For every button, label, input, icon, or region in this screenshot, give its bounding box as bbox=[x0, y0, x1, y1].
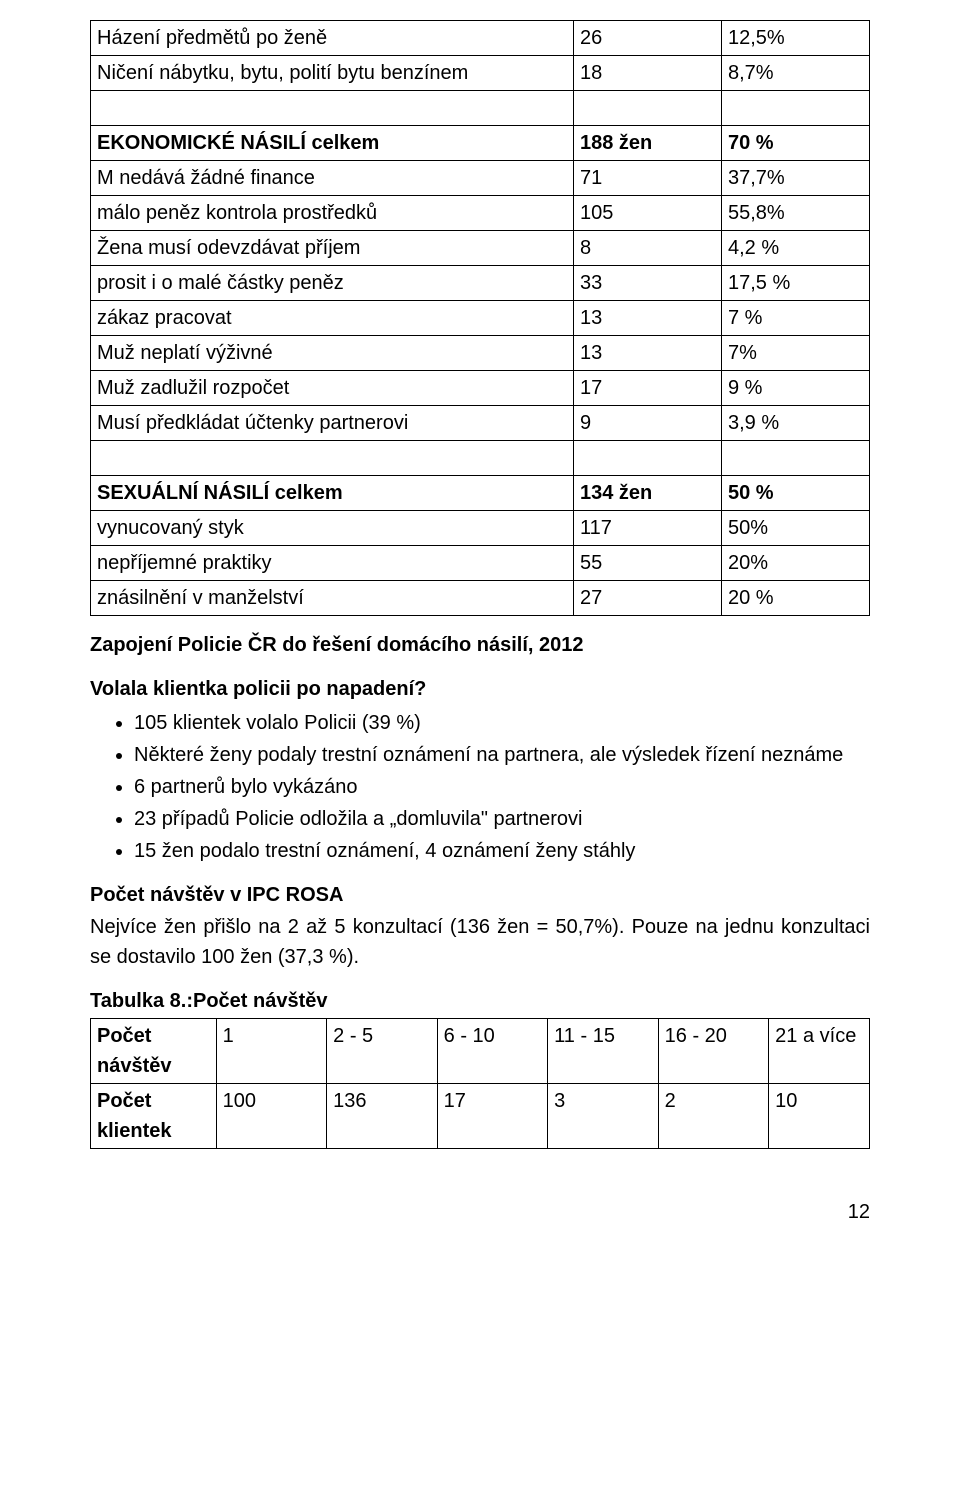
table-cell: Počet klientek bbox=[91, 1084, 217, 1149]
table-cell: 13 bbox=[573, 336, 721, 371]
table-cell: zákaz pracovat bbox=[91, 301, 574, 336]
violence-stats-table: Házení předmětů po ženě2612,5%Ničení náb… bbox=[90, 20, 870, 616]
table-row: Musí předkládat účtenky partnerovi93,9 % bbox=[91, 406, 870, 441]
table-cell: Házení předmětů po ženě bbox=[91, 21, 574, 56]
table-row: Muž zadlužil rozpočet179 % bbox=[91, 371, 870, 406]
table-row: málo peněz kontrola prostředků10555,8% bbox=[91, 196, 870, 231]
police-heading: Zapojení Policie ČR do řešení domácího n… bbox=[90, 630, 870, 660]
table-cell: 3 bbox=[548, 1084, 659, 1149]
table-cell bbox=[91, 91, 574, 126]
table-row: SEXUÁLNÍ NÁSILÍ celkem134 žen50 % bbox=[91, 476, 870, 511]
table-cell: 12,5% bbox=[721, 21, 869, 56]
table-cell: M nedává žádné finance bbox=[91, 161, 574, 196]
table-cell: 50 % bbox=[721, 476, 869, 511]
table-cell: 27 bbox=[573, 581, 721, 616]
table-cell: 17 bbox=[437, 1084, 548, 1149]
table-row: prosit i o malé částky peněz3317,5 % bbox=[91, 266, 870, 301]
table-cell bbox=[573, 441, 721, 476]
table-cell: 4,2 % bbox=[721, 231, 869, 266]
table-row: nepříjemné praktiky5520% bbox=[91, 546, 870, 581]
table-cell: 134 žen bbox=[573, 476, 721, 511]
table-row: Žena musí odevzdávat příjem84,2 % bbox=[91, 231, 870, 266]
table-cell: 8 bbox=[573, 231, 721, 266]
visits-heading: Počet návštěv v IPC ROSA bbox=[90, 880, 870, 910]
list-item: 6 partnerů bylo vykázáno bbox=[134, 772, 870, 802]
table-cell: Žena musí odevzdávat příjem bbox=[91, 231, 574, 266]
table-cell: 55,8% bbox=[721, 196, 869, 231]
table-cell: 20% bbox=[721, 546, 869, 581]
visits-text: Nejvíce žen přišlo na 2 až 5 konzultací … bbox=[90, 912, 870, 972]
table-row: znásilnění v manželství2720 % bbox=[91, 581, 870, 616]
table-cell: SEXUÁLNÍ NÁSILÍ celkem bbox=[91, 476, 574, 511]
table-cell: 26 bbox=[573, 21, 721, 56]
table-row: vynucovaný styk11750% bbox=[91, 511, 870, 546]
list-item: 15 žen podalo trestní oznámení, 4 oznáme… bbox=[134, 836, 870, 866]
police-subheading: Volala klientka policii po napadení? bbox=[90, 674, 870, 704]
table-cell: 1 bbox=[216, 1019, 327, 1084]
table-cell: 70 % bbox=[721, 126, 869, 161]
table-row: M nedává žádné finance7137,7% bbox=[91, 161, 870, 196]
table-cell: 18 bbox=[573, 56, 721, 91]
list-item: 105 klientek volalo Policii (39 %) bbox=[134, 708, 870, 738]
table-row: Počet návštěv12 - 56 - 1011 - 1516 - 202… bbox=[91, 1019, 870, 1084]
table-cell: 17,5 % bbox=[721, 266, 869, 301]
table-cell: vynucovaný styk bbox=[91, 511, 574, 546]
table-cell: 2 bbox=[658, 1084, 769, 1149]
table-row bbox=[91, 441, 870, 476]
table-cell: 3,9 % bbox=[721, 406, 869, 441]
table-cell: 33 bbox=[573, 266, 721, 301]
table-cell: 7 % bbox=[721, 301, 869, 336]
table-cell: 8,7% bbox=[721, 56, 869, 91]
table8-label: Tabulka 8.:Počet návštěv bbox=[90, 986, 870, 1016]
table-cell: 10 bbox=[769, 1084, 870, 1149]
table-row: zákaz pracovat137 % bbox=[91, 301, 870, 336]
table-cell: Počet návštěv bbox=[91, 1019, 217, 1084]
table-cell: 16 - 20 bbox=[658, 1019, 769, 1084]
table-cell: 20 % bbox=[721, 581, 869, 616]
table-cell: málo peněz kontrola prostředků bbox=[91, 196, 574, 231]
table-cell: prosit i o malé částky peněz bbox=[91, 266, 574, 301]
table-row bbox=[91, 91, 870, 126]
table-cell: 13 bbox=[573, 301, 721, 336]
table-cell: 11 - 15 bbox=[548, 1019, 659, 1084]
table-cell: EKONOMICKÉ NÁSILÍ celkem bbox=[91, 126, 574, 161]
table-cell: 55 bbox=[573, 546, 721, 581]
list-item: Některé ženy podaly trestní oznámení na … bbox=[134, 740, 870, 770]
table-row: Ničení nábytku, bytu, polití bytu benzín… bbox=[91, 56, 870, 91]
table-cell: 100 bbox=[216, 1084, 327, 1149]
police-bullet-list: 105 klientek volalo Policii (39 %)Někter… bbox=[90, 708, 870, 866]
table-cell: 136 bbox=[327, 1084, 438, 1149]
table-cell: 188 žen bbox=[573, 126, 721, 161]
table-cell: 9 % bbox=[721, 371, 869, 406]
table-cell: 7% bbox=[721, 336, 869, 371]
table-cell bbox=[721, 441, 869, 476]
page-number: 12 bbox=[90, 1197, 870, 1227]
table-cell: 105 bbox=[573, 196, 721, 231]
table-row: Počet klientek100136173210 bbox=[91, 1084, 870, 1149]
table-cell: 117 bbox=[573, 511, 721, 546]
table-cell: Musí předkládat účtenky partnerovi bbox=[91, 406, 574, 441]
list-item: 23 případů Policie odložila a „domluvila… bbox=[134, 804, 870, 834]
table-cell: 9 bbox=[573, 406, 721, 441]
table-cell: 50% bbox=[721, 511, 869, 546]
table-cell bbox=[573, 91, 721, 126]
table-cell: Muž neplatí výživné bbox=[91, 336, 574, 371]
table-cell: znásilnění v manželství bbox=[91, 581, 574, 616]
table-cell: 6 - 10 bbox=[437, 1019, 548, 1084]
table-cell: 37,7% bbox=[721, 161, 869, 196]
table-cell: Ničení nábytku, bytu, polití bytu benzín… bbox=[91, 56, 574, 91]
table-cell bbox=[91, 441, 574, 476]
table-row: Muž neplatí výživné137% bbox=[91, 336, 870, 371]
table-cell: 71 bbox=[573, 161, 721, 196]
visits-table: Počet návštěv12 - 56 - 1011 - 1516 - 202… bbox=[90, 1018, 870, 1149]
table-cell: Muž zadlužil rozpočet bbox=[91, 371, 574, 406]
table-cell bbox=[721, 91, 869, 126]
table-cell: 17 bbox=[573, 371, 721, 406]
table-cell: 21 a více bbox=[769, 1019, 870, 1084]
table-row: Házení předmětů po ženě2612,5% bbox=[91, 21, 870, 56]
table-row: EKONOMICKÉ NÁSILÍ celkem188 žen70 % bbox=[91, 126, 870, 161]
table-cell: nepříjemné praktiky bbox=[91, 546, 574, 581]
table-cell: 2 - 5 bbox=[327, 1019, 438, 1084]
